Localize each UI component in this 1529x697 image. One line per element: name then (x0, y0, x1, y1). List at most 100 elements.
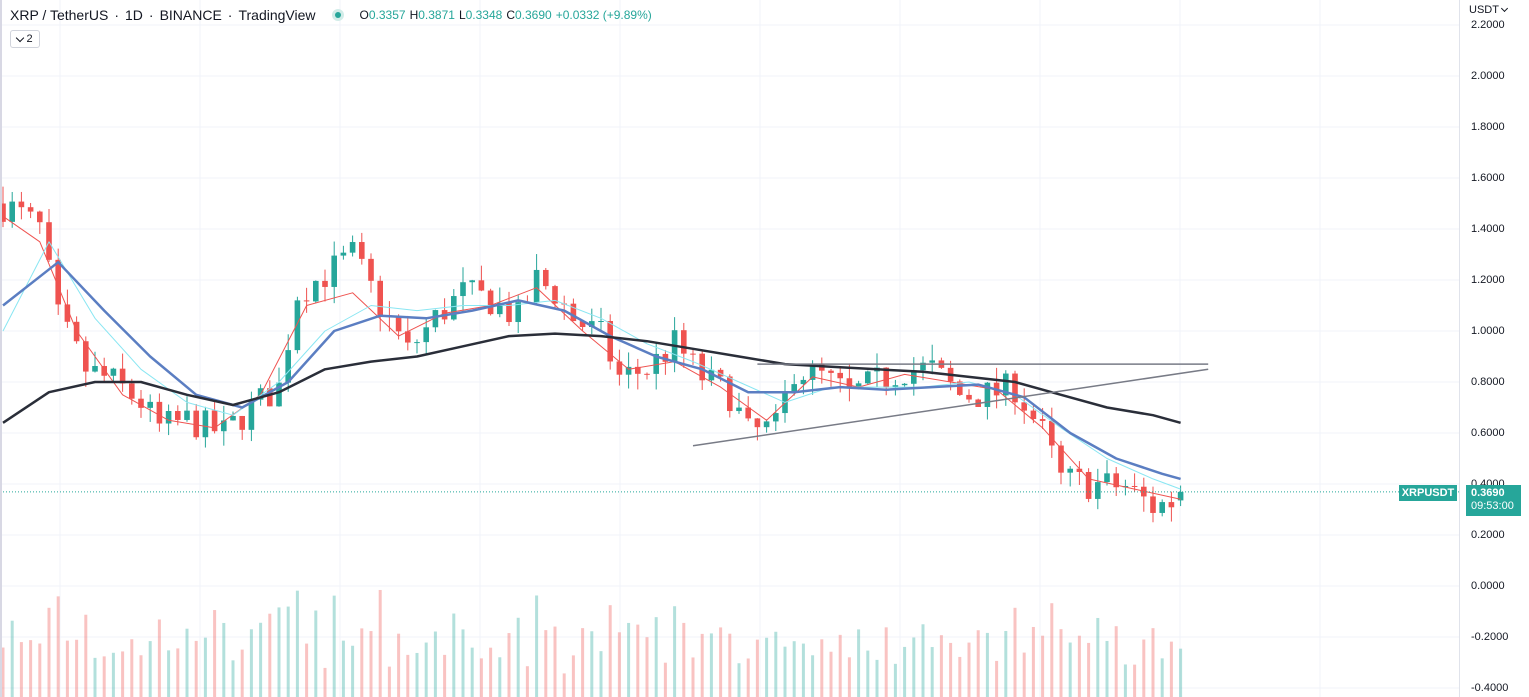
volume-bar (470, 647, 474, 697)
candle-body (294, 300, 301, 351)
close-value: 0.3690 (515, 8, 552, 22)
volume-bar (995, 660, 999, 697)
high-label: H (409, 8, 419, 22)
price-tick-label: -0.4000 (1471, 682, 1509, 694)
volume-bar (792, 641, 796, 697)
volume-bar (746, 658, 750, 697)
candle-body (248, 399, 255, 430)
moving-average-line (2, 241, 1181, 490)
candle-body (322, 280, 328, 287)
market-status-icon[interactable] (331, 9, 344, 21)
candle-body (883, 367, 889, 388)
volume-bar (102, 656, 106, 697)
chart-area[interactable] (0, 0, 1459, 697)
volume-bar (755, 639, 759, 697)
candle-body (184, 410, 190, 420)
interval[interactable]: 1D (124, 7, 143, 23)
candle-body (635, 366, 641, 374)
volume-bar (75, 639, 79, 697)
volume-bar (1096, 617, 1100, 697)
candle-body (653, 353, 659, 374)
separator: · (227, 7, 233, 23)
candle-body (27, 207, 34, 212)
candle-body (0, 203, 6, 222)
price-tick-label: 1.8000 (1471, 121, 1505, 133)
volume-bar (967, 642, 971, 697)
volume-bar (847, 657, 851, 697)
candle-body (267, 388, 273, 407)
open-label: O (359, 8, 369, 22)
volume-bar (949, 642, 953, 697)
volume-bar (737, 663, 741, 697)
candle-body (211, 410, 218, 432)
open-value: 0.3357 (368, 8, 406, 22)
volume-bar (774, 631, 778, 697)
candle-body (193, 410, 199, 438)
candle-body (460, 282, 466, 297)
volume-bar (1022, 652, 1026, 697)
volume-bar (857, 629, 861, 697)
volume-bar (571, 655, 575, 697)
volume-bar (424, 642, 428, 697)
volume-bar (673, 606, 677, 697)
bar-countdown: 09:53:00 (1471, 500, 1514, 512)
candle-body (607, 321, 613, 362)
currency-select[interactable]: USDT (1469, 4, 1508, 16)
volume-bar (930, 647, 934, 697)
price-axis[interactable] (1459, 0, 1529, 697)
candle-body (579, 321, 586, 328)
candle-body (349, 242, 356, 253)
volume-bar (406, 654, 410, 697)
candle-body (800, 379, 807, 385)
candle-body (55, 259, 61, 305)
volume-bar (645, 637, 649, 697)
separator: · (114, 7, 119, 23)
volume-bar (387, 666, 391, 697)
candle-body (377, 280, 383, 316)
volume-bar (617, 632, 621, 697)
volume-bar (1087, 642, 1091, 697)
volume-bar (1059, 629, 1063, 697)
candle-body (129, 383, 135, 399)
volume-bar (461, 629, 465, 697)
trendline-ascending-support (692, 368, 1209, 447)
candle-body (533, 269, 540, 303)
chart-svg[interactable] (0, 0, 1459, 697)
candle-body (855, 383, 862, 388)
candle-body (331, 255, 337, 287)
volume-bar (516, 617, 520, 697)
candle-body (589, 321, 595, 328)
indicators-toggle-button[interactable]: 2 (10, 30, 40, 48)
candle-body (239, 415, 245, 430)
volume-bar (553, 626, 557, 697)
candle-body (138, 398, 144, 408)
candle-body (1113, 473, 1119, 488)
volume-bar (47, 607, 51, 697)
candle-body (1012, 373, 1018, 403)
volume-bar (875, 659, 879, 697)
candle-body (616, 361, 623, 375)
volume-bar (397, 633, 401, 697)
candle-body (1058, 445, 1064, 473)
symbol-name[interactable]: XRP / TetherUS (10, 7, 109, 23)
volume-bar (351, 645, 355, 697)
currency-label: USDT (1469, 4, 1499, 16)
volume-bar (489, 647, 493, 697)
price-tick-label: -0.2000 (1471, 631, 1509, 643)
candle-body (110, 368, 117, 376)
candle-body (1177, 491, 1184, 501)
candle-body (1049, 420, 1055, 446)
source: TradingView (238, 7, 316, 23)
volume-bar (893, 663, 897, 697)
volume-bar (939, 635, 943, 697)
volume-bar (295, 590, 299, 697)
candle-body (1104, 473, 1110, 483)
candle-body (340, 252, 347, 256)
chart-header: XRP / TetherUS · 1D · BINANCE · TradingV… (10, 7, 652, 23)
volume-bar (544, 630, 548, 697)
price-tick-label: 2.0000 (1471, 70, 1505, 82)
candle-body (285, 350, 291, 383)
candle-body (846, 378, 853, 388)
volume-bar (194, 640, 198, 697)
candle-body (717, 369, 724, 377)
